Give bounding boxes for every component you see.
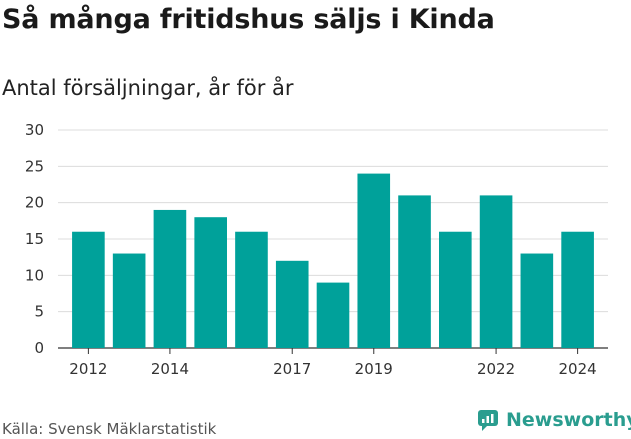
- x-tick-label: 2012: [69, 360, 107, 378]
- x-tick-label: 2014: [151, 360, 189, 378]
- bar: [275, 260, 309, 348]
- y-tick-label: 25: [25, 157, 44, 175]
- y-tick-label: 5: [34, 303, 44, 321]
- chart-title: Så många fritidshus säljs i Kinda: [2, 4, 495, 35]
- bar-chart: 0 5 10 15 20 25 30 2012 2014 2017 2019 2022 2024: [25, 121, 608, 378]
- bar: [235, 231, 268, 348]
- bar: [112, 253, 146, 348]
- bar: [398, 195, 431, 348]
- y-tick-label: 15: [25, 230, 44, 248]
- bar: [194, 217, 227, 348]
- x-tick-label: 2019: [355, 360, 393, 378]
- bar: [153, 209, 187, 348]
- y-tick-label: 30: [25, 121, 44, 139]
- bar: [357, 173, 391, 348]
- y-tick-label: 0: [34, 339, 44, 357]
- x-tick-label: 2022: [477, 360, 515, 378]
- bar: [72, 231, 105, 348]
- bar: [439, 231, 472, 348]
- bar: [561, 231, 594, 348]
- source-note: Källa: Svensk Mäklarstatistik: [2, 420, 217, 438]
- bar: [520, 253, 554, 348]
- newsworthy-logo: Newsworthy: [476, 408, 631, 432]
- newsworthy-logo-icon: [478, 410, 498, 431]
- y-tick-label: 20: [25, 194, 44, 212]
- x-tick-label: 2024: [559, 360, 597, 378]
- y-tick-label: 10: [25, 266, 44, 284]
- x-tick-label: 2017: [273, 360, 311, 378]
- chart-subtitle: Antal försäljningar, år för år: [2, 76, 294, 100]
- logo-text: Newsworthy: [506, 409, 631, 431]
- bar: [479, 195, 513, 348]
- bar: [316, 282, 350, 348]
